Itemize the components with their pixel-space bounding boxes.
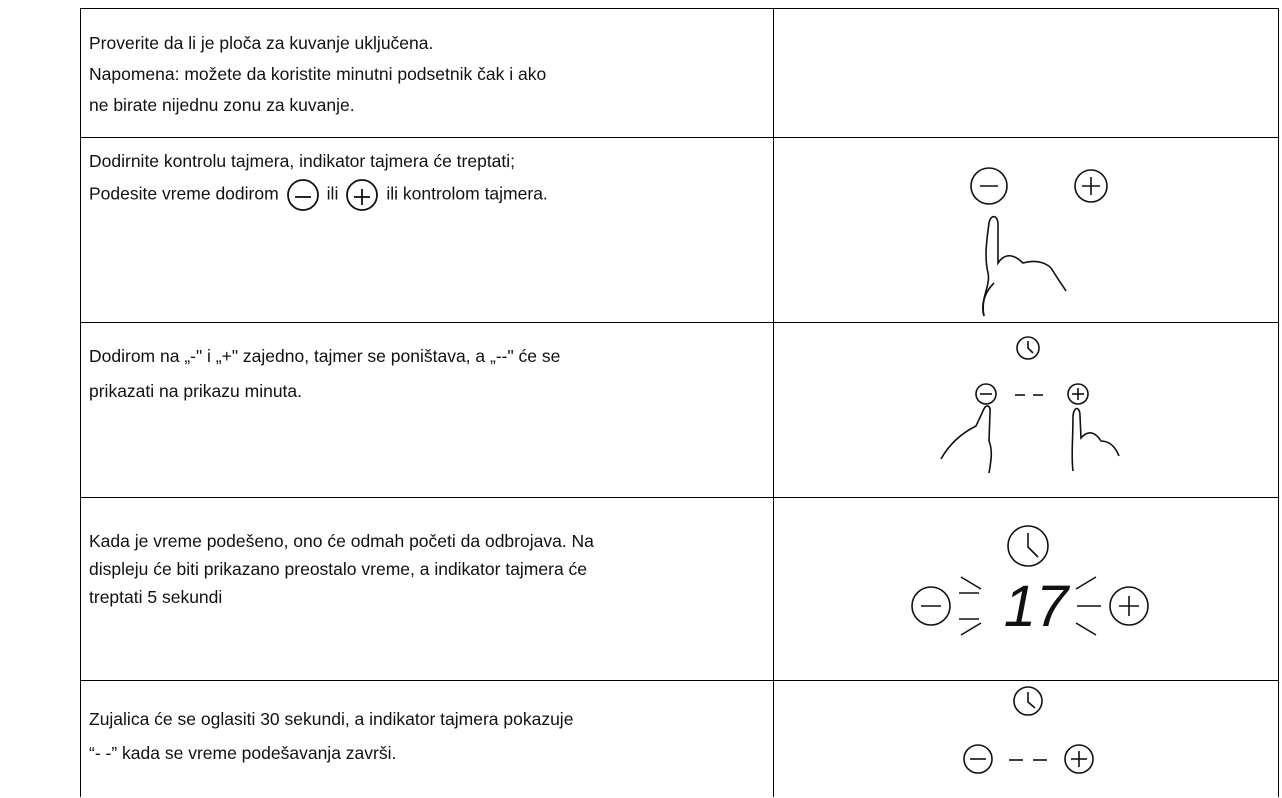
text-line: Dodirnite kontrolu tajmera, indikator ta… xyxy=(89,151,516,171)
text-line: Kada je vreme podešeno, ono će odmah poč… xyxy=(89,531,594,551)
illustration: 17 xyxy=(911,525,1149,639)
table-row: Proverite da li je ploča za kuvanje uklj… xyxy=(80,8,1279,137)
text-cell: Dodirom na „-" i „+" zajedno, tajmer se … xyxy=(81,323,774,497)
plus-icon xyxy=(346,179,379,211)
table-row: Dodirom na „-" i „+" zajedno, tajmer se … xyxy=(80,322,1279,497)
text-line: “- -” kada se vreme podešavanja završi. xyxy=(89,743,397,763)
text-cell: Kada je vreme podešeno, ono će odmah poč… xyxy=(81,498,774,680)
text: ili kontrolom tajmera. xyxy=(386,183,548,204)
text-line: Napomena: možete da koristite minutni po… xyxy=(89,64,547,84)
text-cell: Proverite da li je ploča za kuvanje uklj… xyxy=(81,9,774,137)
table-row: Zujalica će se oglasiti 30 sekundi, a in… xyxy=(80,680,1279,797)
text-line: Dodirom na „-" i „+" zajedno, tajmer se … xyxy=(89,346,561,366)
text-line: ne birate nijednu zonu za kuvanje. xyxy=(89,95,355,115)
text-line: Podesite vreme dodirom ili ili kontrolom t… xyxy=(89,177,773,213)
text-cell: Dodirnite kontrolu tajmera, indikator ta… xyxy=(81,138,774,322)
text-line: prikazati na prikazu minuta. xyxy=(89,381,303,401)
illustration xyxy=(963,686,1094,774)
illustration xyxy=(970,167,1108,317)
text-line: displeju će biti prikazano preostalo vre… xyxy=(89,559,588,579)
text: ili xyxy=(326,183,339,204)
text-line: treptati 5 sekundi xyxy=(89,587,223,607)
text-line: Zujalica će se oglasiti 30 sekundi, a in… xyxy=(89,709,574,729)
text: Podesite vreme dodirom xyxy=(89,183,279,204)
text-line: Proverite da li je ploča za kuvanje uklj… xyxy=(89,33,434,53)
timer-display: 17 xyxy=(1004,574,1071,639)
text-cell: Zujalica će se oglasiti 30 sekundi, a in… xyxy=(81,681,774,797)
table-row: Kada je vreme podešeno, ono će odmah poč… xyxy=(80,497,1279,680)
minus-icon xyxy=(286,179,319,211)
illustration xyxy=(940,336,1120,474)
table-row: Dodirnite kontrolu tajmera, indikator ta… xyxy=(80,137,1279,322)
